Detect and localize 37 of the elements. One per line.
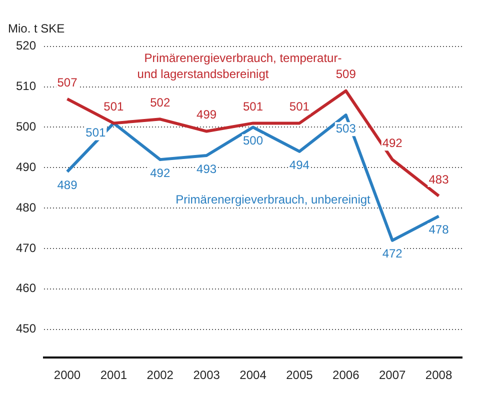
x-tick-label: 2007	[378, 368, 406, 382]
x-tick-label: 2003	[193, 368, 220, 382]
data-label: 501	[242, 100, 264, 114]
data-label: 501	[86, 126, 106, 140]
data-label: 499	[196, 108, 217, 122]
data-label: 493	[196, 162, 217, 176]
data-label: 502	[150, 95, 170, 110]
x-tick-label: 2001	[100, 368, 128, 382]
data-label: 501	[289, 100, 310, 114]
x-tick-label: 2002	[146, 368, 174, 382]
data-label: 494	[289, 158, 310, 172]
y-tick-label: 470	[16, 240, 36, 255]
x-tick-label: 2004	[240, 368, 267, 382]
data-label: 472	[382, 246, 403, 261]
x-tick-label: 2006	[332, 368, 360, 382]
x-tick-label: 2005	[286, 368, 314, 382]
data-label: 503	[336, 121, 356, 136]
x-tick-label: 2008	[425, 368, 452, 382]
x-tick-label: 2000	[54, 368, 81, 382]
data-label: 501	[104, 100, 124, 114]
data-label: 483	[428, 172, 450, 186]
data-label: 507	[57, 75, 78, 90]
data-label: 489	[57, 178, 78, 192]
y-tick-label: 490	[16, 160, 36, 174]
y-tick-label: 480	[16, 200, 36, 214]
data-label: 492	[150, 166, 170, 180]
series-label: Primärenergieverbrauch, unbereinigt	[176, 192, 372, 206]
y-tick-label: 520	[16, 38, 36, 53]
y-tick-label: 460	[16, 281, 36, 296]
y-tick-label: 510	[16, 79, 36, 94]
y-axis-title: Mio. t SKE	[8, 22, 65, 36]
data-label: 478	[428, 222, 450, 236]
y-tick-label: 450	[16, 322, 36, 336]
y-tick-label: 500	[16, 120, 36, 134]
data-label: 492	[382, 136, 403, 150]
data-label: 500	[242, 134, 264, 148]
data-label: 509	[336, 67, 356, 82]
